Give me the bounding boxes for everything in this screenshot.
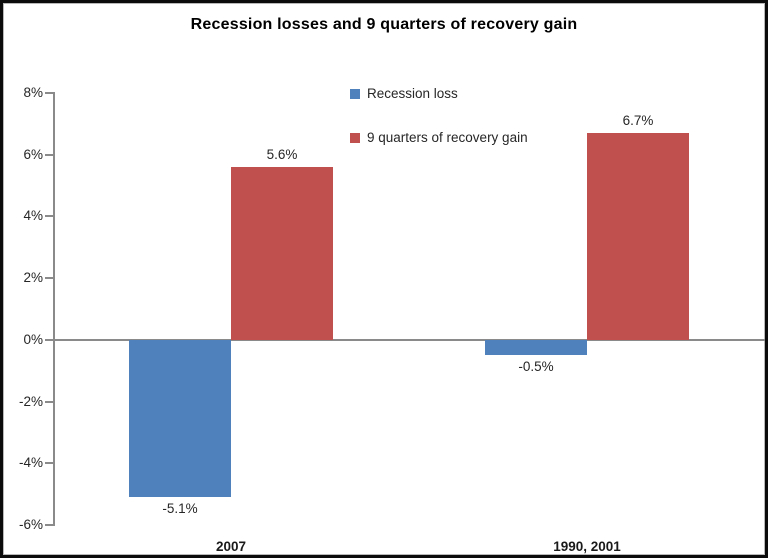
value-label-9-quarters-of-recovery-gain-1990-2001: 6.7% [622,113,654,129]
legend-item-recession-loss: Recession loss [350,86,458,101]
y-axis-tick [45,400,53,403]
legend-label: 9 quarters of recovery gain [367,130,528,145]
y-axis-tick-label: 8% [23,85,43,100]
zero-gridline [53,338,765,341]
y-axis-tick-label: -6% [18,517,43,532]
value-label-recession-loss-2007: -5.1% [162,501,198,517]
y-axis-line [53,92,55,526]
chart-title: Recession losses and 9 quarters of recov… [190,16,578,33]
y-axis-tick [45,524,53,526]
value-label-9-quarters-of-recovery-gain-2007: 5.6% [266,147,298,163]
y-axis-tick [45,462,53,465]
legend-label: Recession loss [367,86,458,101]
category-label-1990-2001: 1990, 2001 [553,539,621,554]
category-label-2007: 2007 [215,539,247,554]
y-axis-tick [45,277,53,280]
y-axis-tick-label: 2% [23,270,43,286]
y-axis-tick [45,215,53,218]
y-axis-tick-label: 4% [23,208,43,224]
y-axis-tick-label: -2% [18,393,43,409]
y-axis-tick [45,92,53,94]
bar-9-quarters-of-recovery-gain-1990-2001 [587,133,689,340]
y-axis-tick [45,338,53,341]
bar-9-quarters-of-recovery-gain-2007 [231,167,333,340]
y-axis-tick [45,153,53,156]
legend-item-9-quarters-of-recovery-gain: 9 quarters of recovery gain [350,130,528,145]
bar-recession-loss-1990-2001 [485,339,587,356]
y-axis-tick-label: -4% [18,455,43,471]
value-label-recession-loss-1990-2001: -0.5% [518,359,554,375]
bar-recession-loss-2007 [129,339,231,498]
legend-swatch-icon [350,88,360,99]
legend-swatch-icon [350,132,360,143]
y-axis-tick-label: 6% [23,146,43,162]
y-axis-tick-label: 0% [23,331,43,347]
